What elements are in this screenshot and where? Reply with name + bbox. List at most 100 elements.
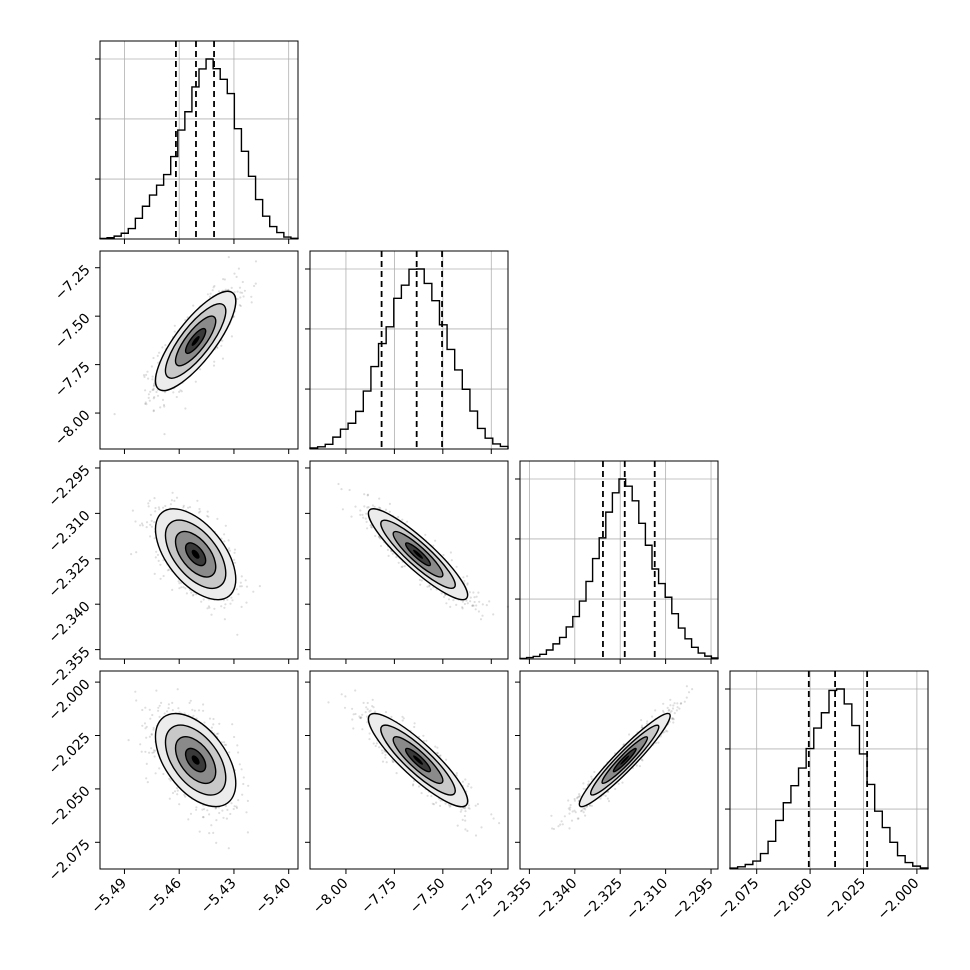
scatter-point bbox=[168, 797, 171, 800]
scatter-point bbox=[152, 387, 155, 390]
scatter-point bbox=[371, 705, 374, 708]
scatter-point bbox=[162, 506, 165, 509]
scatter-point bbox=[158, 508, 161, 511]
scatter-point bbox=[466, 602, 469, 605]
scatter-point bbox=[230, 286, 233, 289]
scatter-point bbox=[662, 702, 665, 705]
scatter-point bbox=[370, 526, 373, 529]
panel-2-1 bbox=[305, 460, 509, 664]
scatter-point bbox=[198, 507, 201, 511]
contour-1-0-2 bbox=[164, 303, 227, 379]
scatter-point bbox=[375, 742, 378, 745]
scatter-point bbox=[166, 569, 169, 572]
scatter-point bbox=[373, 505, 376, 508]
scatter-point bbox=[196, 499, 199, 502]
scatter-point bbox=[175, 787, 179, 790]
scatter-point bbox=[245, 585, 249, 588]
scatter-point bbox=[428, 584, 431, 587]
scatter-point bbox=[154, 510, 157, 513]
contour-1-0-1 bbox=[174, 315, 217, 367]
scatter-point bbox=[466, 829, 469, 833]
scatter-point bbox=[145, 736, 148, 739]
scatter-point bbox=[354, 712, 357, 716]
scatter-point bbox=[141, 524, 144, 527]
scatter-point bbox=[227, 256, 230, 259]
scatter-point bbox=[144, 402, 147, 405]
scatter-point bbox=[462, 576, 465, 579]
scatter-point bbox=[235, 588, 238, 591]
panel-1-0: −8.00−7.75−7.50−7.25 bbox=[52, 250, 299, 454]
scatter-point bbox=[145, 373, 148, 376]
scatter-point bbox=[182, 586, 185, 589]
scatter-point bbox=[155, 550, 158, 553]
scatter-point bbox=[203, 721, 206, 724]
scatter-point bbox=[182, 504, 185, 507]
scatter-point bbox=[444, 802, 447, 805]
scatter-point bbox=[140, 750, 143, 753]
scatter-point bbox=[169, 503, 172, 506]
scatter-point bbox=[150, 747, 153, 750]
scatter-point bbox=[227, 288, 230, 291]
scatter-point bbox=[148, 735, 151, 738]
scatter-point bbox=[230, 802, 233, 805]
scatter-point bbox=[492, 613, 495, 616]
scatter-point bbox=[390, 715, 393, 719]
scatter-point bbox=[490, 813, 493, 816]
scatter-point bbox=[337, 482, 340, 486]
scatter-point bbox=[239, 291, 242, 294]
scatter-point bbox=[362, 516, 365, 519]
scatter-point bbox=[228, 751, 231, 754]
scatter-point bbox=[152, 384, 156, 387]
scatter-point bbox=[210, 726, 213, 729]
scatter-point bbox=[475, 595, 478, 598]
scatter-point bbox=[147, 393, 150, 396]
scatter-point bbox=[220, 605, 223, 608]
scatter-point bbox=[212, 723, 215, 726]
scatter-point bbox=[158, 715, 161, 719]
scatter-point bbox=[498, 822, 501, 825]
scatter-point bbox=[176, 688, 179, 691]
scatter-point bbox=[258, 585, 261, 588]
scatter-point bbox=[366, 701, 369, 705]
scatter-point bbox=[450, 559, 453, 562]
scatter-point bbox=[188, 701, 191, 705]
scatter-point bbox=[236, 297, 239, 301]
scatter-point bbox=[144, 401, 147, 404]
scatter-point bbox=[171, 791, 175, 795]
scatter-point bbox=[247, 784, 250, 787]
scatter-point bbox=[461, 818, 464, 822]
scatter-point bbox=[173, 324, 176, 327]
scatter-point bbox=[229, 602, 232, 605]
scatter-point bbox=[434, 539, 437, 542]
scatter-point bbox=[233, 735, 236, 739]
panel-2-0: −2.355−2.340−2.325−2.310−2.295 bbox=[46, 460, 299, 692]
scatter-point bbox=[163, 712, 166, 715]
scatter-point bbox=[250, 301, 253, 304]
scatter-point bbox=[152, 409, 155, 412]
scatter-point bbox=[463, 579, 466, 583]
scatter-point bbox=[378, 746, 381, 749]
scatter-point bbox=[445, 602, 448, 605]
scatter-point bbox=[464, 778, 467, 781]
scatter-point bbox=[147, 396, 150, 399]
scatter-point bbox=[479, 618, 483, 621]
scatter-point bbox=[461, 780, 464, 783]
scatter-point bbox=[239, 581, 242, 584]
scatter-point bbox=[455, 772, 458, 775]
scatter-point bbox=[144, 706, 147, 709]
scatter-point bbox=[209, 292, 212, 295]
scatter-point bbox=[145, 521, 149, 524]
scatter-point bbox=[141, 708, 144, 712]
scatter-point bbox=[341, 508, 344, 511]
scatter-point bbox=[178, 390, 181, 393]
scatter-point bbox=[401, 518, 404, 521]
scatter-point bbox=[460, 808, 463, 811]
scatter-point bbox=[218, 811, 221, 815]
scatter-point bbox=[361, 728, 364, 731]
scatter-point bbox=[449, 551, 452, 554]
scatter-point bbox=[148, 499, 151, 502]
scatter-point bbox=[164, 504, 167, 508]
scatter-point bbox=[191, 708, 194, 711]
scatter-point bbox=[153, 537, 156, 540]
scatter-point bbox=[327, 701, 330, 704]
